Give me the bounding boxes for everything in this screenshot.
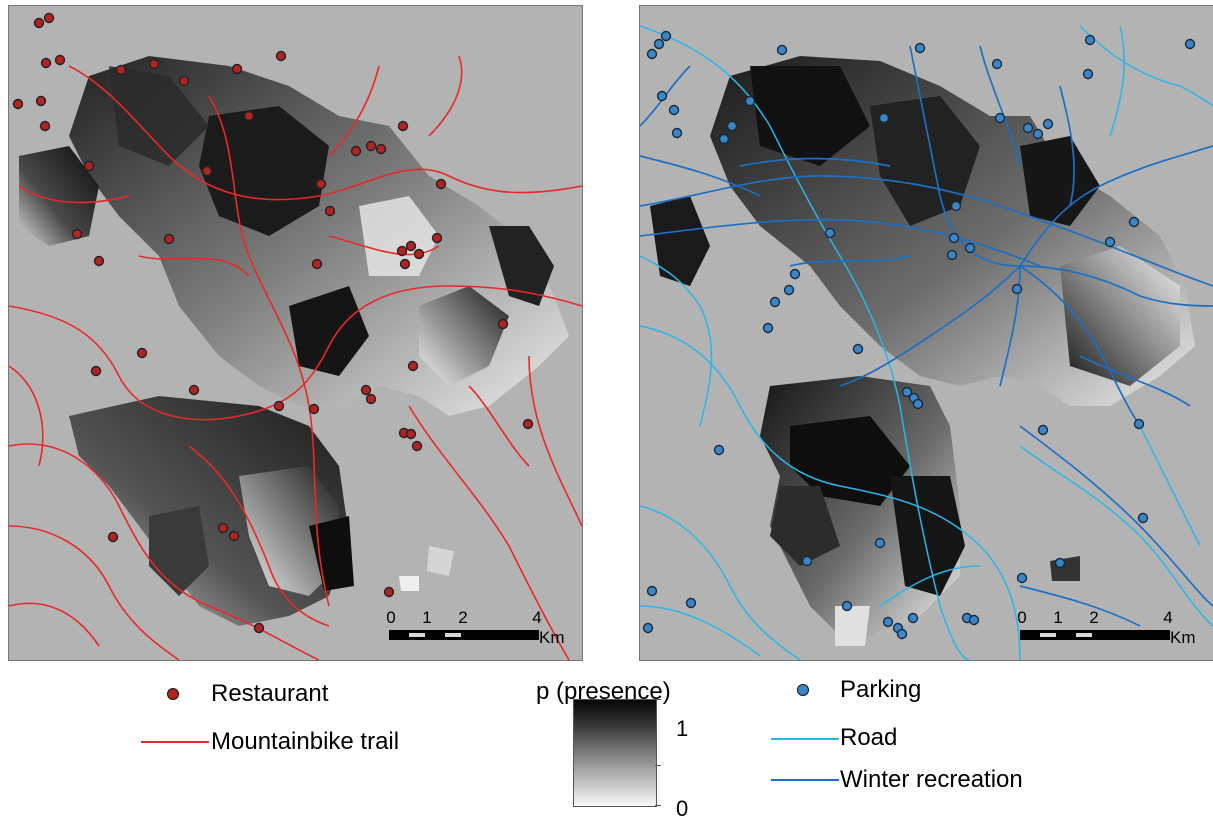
mountainbike-trail-lines xyxy=(9,55,582,660)
colorbar-tick-bottom xyxy=(655,805,661,806)
presence-surface xyxy=(19,56,569,626)
scale-tick-0: 0 xyxy=(386,608,396,627)
colorbar-tick-top xyxy=(655,699,661,700)
scale-tick-1: 1 xyxy=(422,608,432,627)
legend-road-label: Road xyxy=(840,724,898,751)
scale-tick-0: 0 xyxy=(1017,608,1027,627)
legend-winter-label: Winter recreation xyxy=(840,766,1023,793)
scale-tick-1: 1 xyxy=(1053,608,1063,627)
scale-tick-4: 4 xyxy=(532,608,542,627)
map-panel-mountainbike: 0 1 2 4 Km xyxy=(8,5,583,661)
colorbar-tick-mid xyxy=(655,765,661,766)
map-left-svg xyxy=(9,12,582,660)
legend-parking-label: Parking xyxy=(840,676,922,703)
restaurant-points xyxy=(12,12,534,634)
scale-bar-graphic xyxy=(1020,630,1170,640)
scale-bar-right: 0 1 2 4 Km xyxy=(1017,608,1210,654)
scale-bar-left: 0 1 2 4 Km xyxy=(386,608,579,654)
legend-mountainbike-label: Mountainbike trail xyxy=(211,728,400,755)
scale-tick-2: 2 xyxy=(1089,608,1099,627)
presence-colorbar xyxy=(573,699,657,807)
mountainbike-trail-legend-icon xyxy=(141,741,209,743)
legend-restaurant-label: Restaurant xyxy=(211,680,329,707)
presence-surface xyxy=(650,56,1195,646)
colorbar-min-label: 0 xyxy=(676,796,689,821)
scale-unit: Km xyxy=(539,628,565,647)
road-legend-icon xyxy=(771,738,839,740)
winter-recreation-lines xyxy=(640,45,1213,627)
scale-unit: Km xyxy=(1170,628,1196,647)
restaurant-legend-icon xyxy=(167,688,179,700)
colorbar-max-label: 1 xyxy=(676,716,689,741)
scale-tick-4: 4 xyxy=(1163,608,1173,627)
parking-legend-icon xyxy=(797,684,809,696)
winter-recreation-legend-icon xyxy=(771,779,839,781)
scale-tick-2: 2 xyxy=(458,608,468,627)
scale-bar-graphic xyxy=(389,630,539,640)
map-right-svg xyxy=(640,25,1213,660)
map-panel-parking: 0 1 2 4 Km xyxy=(639,5,1213,661)
parking-points xyxy=(642,30,1196,640)
